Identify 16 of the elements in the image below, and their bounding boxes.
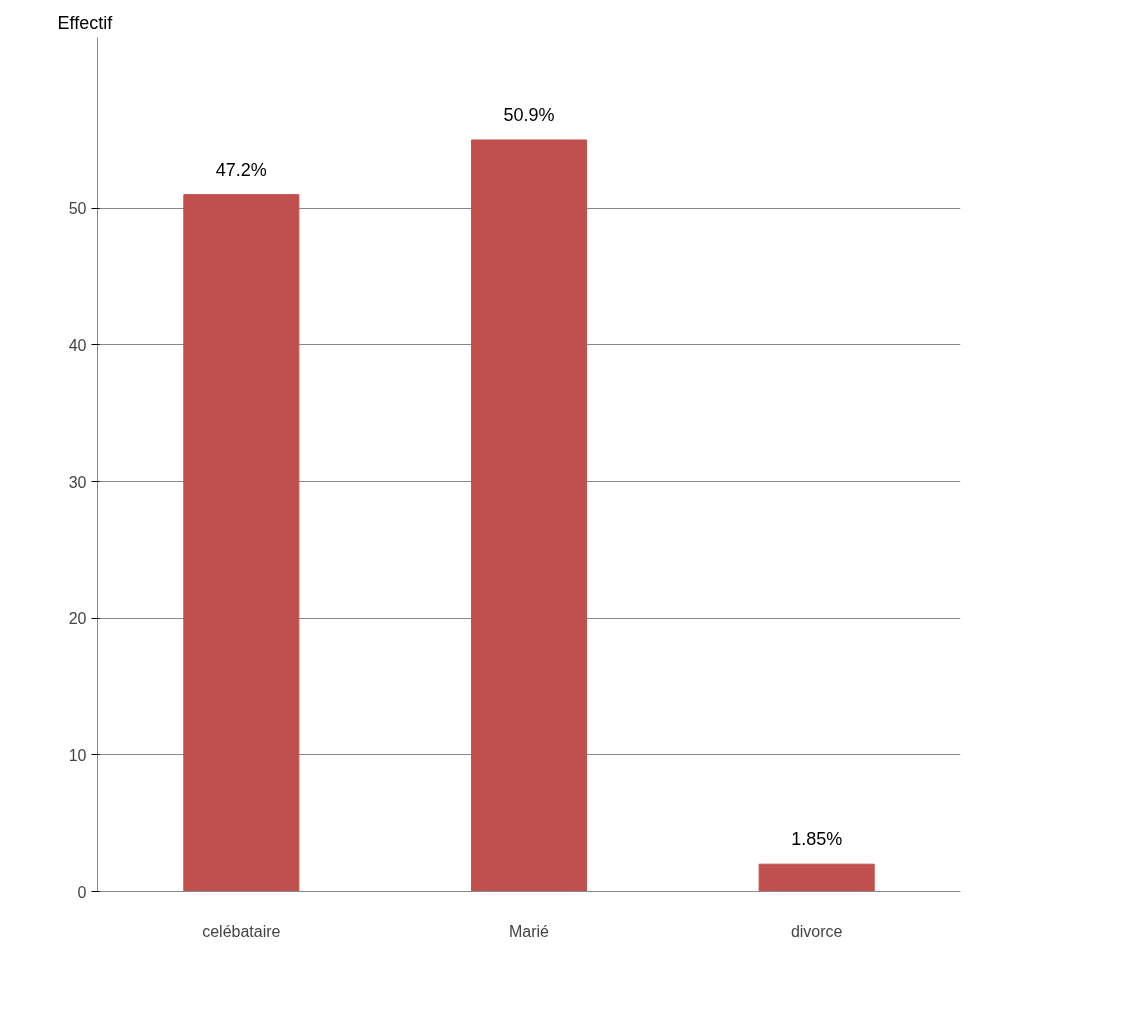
annotation: 47.2% bbox=[215, 159, 267, 180]
annotation: 50.9% bbox=[503, 104, 555, 125]
bar bbox=[183, 194, 300, 892]
x-tick-label: celébataire bbox=[202, 922, 281, 940]
bar bbox=[758, 863, 875, 892]
bar bbox=[470, 139, 588, 892]
y-tick-label: 10 bbox=[68, 746, 87, 764]
y-tick-label: 30 bbox=[68, 473, 87, 491]
y-axis-title: Effectif bbox=[57, 12, 114, 33]
x-tick-label: Marié bbox=[509, 922, 550, 940]
y-tick-label: 0 bbox=[77, 883, 87, 901]
y-tick-label: 20 bbox=[68, 610, 87, 628]
y-tick-label: 50 bbox=[68, 200, 87, 218]
y-tick-label: 40 bbox=[68, 336, 87, 354]
annotation: 1.85% bbox=[791, 829, 843, 850]
x-tick-label: divorce bbox=[790, 922, 843, 940]
